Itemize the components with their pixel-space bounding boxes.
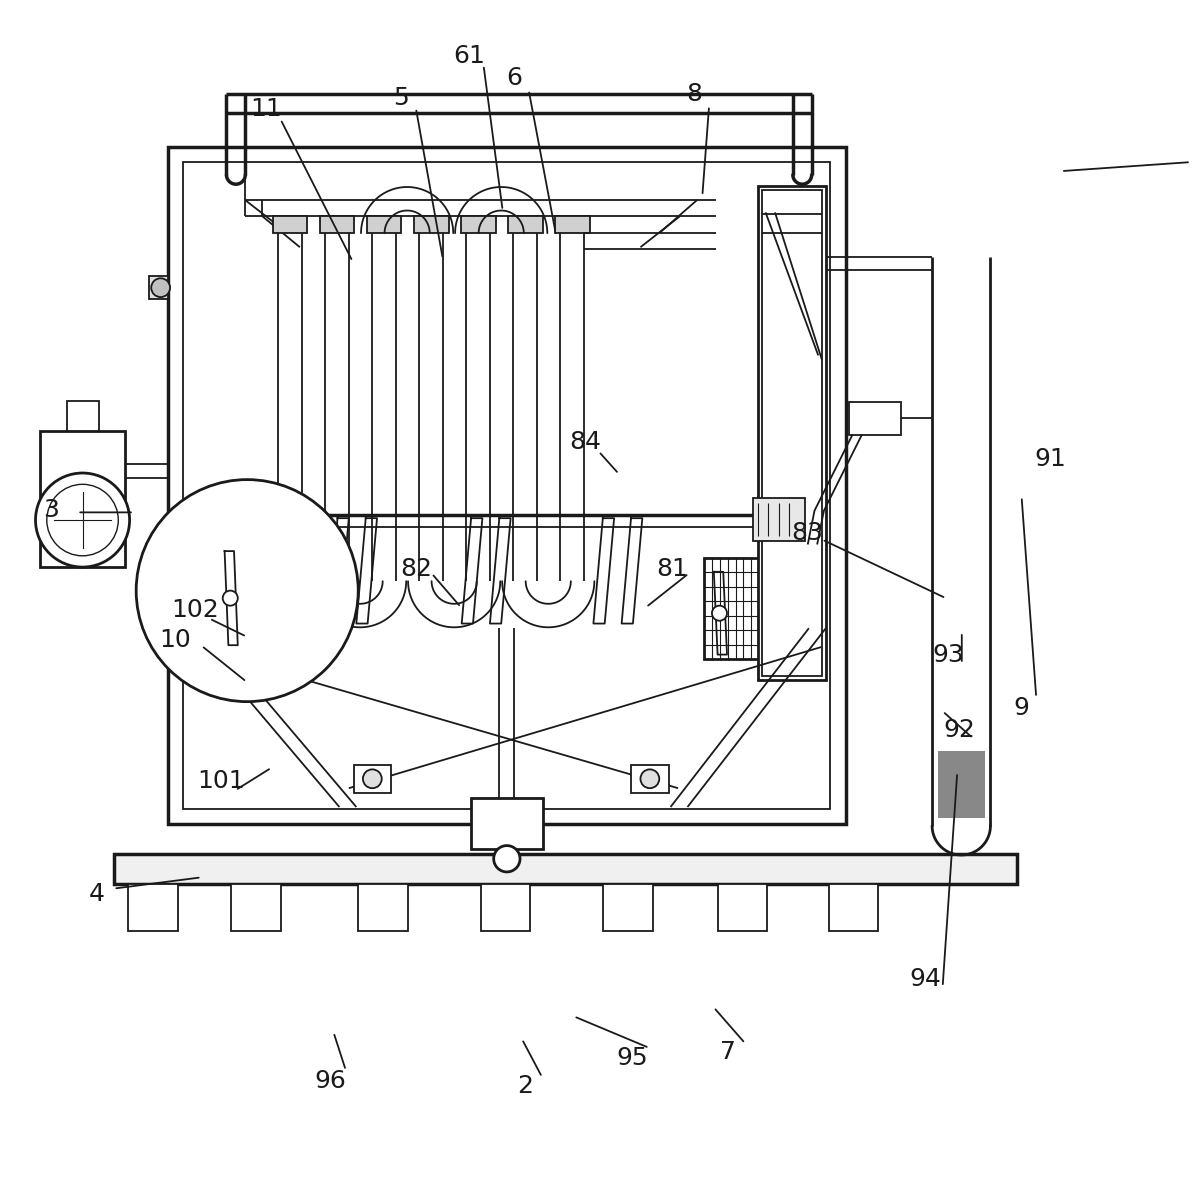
- Text: 83: 83: [791, 521, 824, 545]
- Bar: [67, 401, 98, 431]
- Bar: [849, 402, 902, 436]
- Bar: [150, 276, 168, 299]
- Text: 61: 61: [453, 44, 484, 68]
- Text: 95: 95: [616, 1046, 649, 1070]
- Bar: [207, 530, 266, 633]
- Bar: [717, 884, 767, 931]
- Text: 92: 92: [944, 718, 976, 742]
- Bar: [829, 884, 879, 931]
- Text: 96: 96: [314, 1069, 347, 1093]
- Text: 9: 9: [1013, 695, 1030, 719]
- Text: 8: 8: [687, 83, 703, 107]
- Text: 94: 94: [910, 967, 941, 991]
- Bar: [753, 498, 805, 540]
- Bar: [631, 765, 669, 793]
- Text: 5: 5: [393, 85, 409, 109]
- Text: 81: 81: [656, 557, 688, 581]
- Bar: [761, 190, 823, 676]
- Text: 10: 10: [159, 628, 192, 652]
- Bar: [938, 751, 984, 818]
- Bar: [128, 884, 177, 931]
- Circle shape: [712, 605, 727, 621]
- Bar: [508, 216, 543, 233]
- Circle shape: [36, 473, 129, 567]
- Circle shape: [223, 591, 237, 605]
- Circle shape: [640, 770, 659, 788]
- Text: 11: 11: [249, 97, 282, 121]
- Bar: [114, 854, 1017, 884]
- Circle shape: [137, 479, 359, 701]
- Bar: [367, 216, 402, 233]
- Text: 101: 101: [197, 770, 245, 794]
- Bar: [758, 186, 826, 680]
- Text: 93: 93: [933, 643, 964, 667]
- Bar: [481, 884, 530, 931]
- Text: 7: 7: [721, 1040, 736, 1064]
- Bar: [359, 884, 408, 931]
- Bar: [414, 216, 448, 233]
- Bar: [320, 216, 355, 233]
- Text: 4: 4: [89, 883, 104, 907]
- Circle shape: [494, 846, 520, 872]
- Circle shape: [363, 770, 381, 788]
- Bar: [168, 147, 845, 824]
- Text: 3: 3: [43, 498, 60, 522]
- Text: 82: 82: [399, 557, 432, 581]
- Text: 84: 84: [570, 430, 601, 454]
- Text: 91: 91: [1034, 447, 1066, 471]
- Circle shape: [47, 484, 119, 556]
- Text: 102: 102: [170, 598, 218, 622]
- Circle shape: [151, 279, 170, 297]
- Bar: [460, 216, 495, 233]
- Bar: [705, 557, 759, 659]
- Bar: [41, 431, 125, 567]
- Text: 2: 2: [517, 1075, 534, 1099]
- Bar: [354, 765, 391, 793]
- Bar: [603, 884, 652, 931]
- Bar: [555, 216, 590, 233]
- Bar: [471, 797, 543, 849]
- Text: 6: 6: [506, 66, 522, 90]
- Bar: [183, 162, 831, 809]
- Bar: [231, 884, 281, 931]
- Bar: [272, 216, 307, 233]
